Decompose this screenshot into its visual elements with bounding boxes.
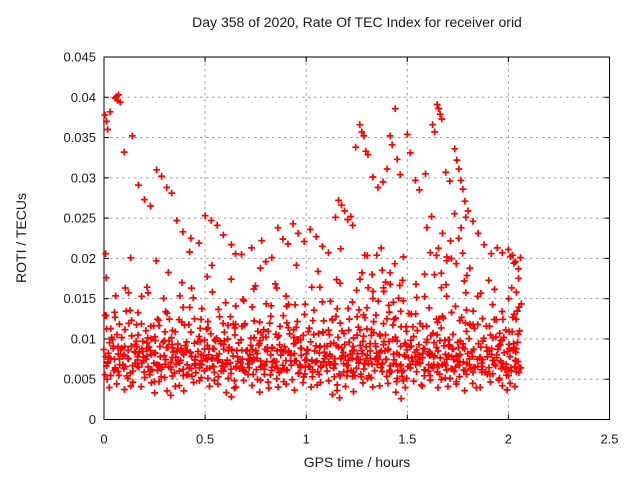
y-tick-label: 0.02 <box>71 251 96 266</box>
y-tick-label: 0.015 <box>63 291 96 306</box>
x-tick-label: 1.5 <box>398 432 416 447</box>
x-tick-label: 2 <box>505 432 512 447</box>
y-tick-label: 0.04 <box>71 90 96 105</box>
y-tick-label: 0.025 <box>63 211 96 226</box>
y-tick-label: 0.03 <box>71 170 96 185</box>
y-tick-label: 0.005 <box>63 372 96 387</box>
x-tick-label: 0 <box>100 432 107 447</box>
y-tick-label: 0.035 <box>63 130 96 145</box>
x-tick-label: 1 <box>303 432 310 447</box>
x-tick-label: 2.5 <box>600 432 618 447</box>
y-tick-label: 0.045 <box>63 50 96 65</box>
x-tick-label: 0.5 <box>196 432 214 447</box>
y-tick-label: 0.01 <box>71 331 96 346</box>
chart-title: Day 358 of 2020, Rate Of TEC Index for r… <box>192 14 522 30</box>
x-axis-label: GPS time / hours <box>303 454 411 470</box>
data-points <box>100 91 525 402</box>
y-tick-label: 0 <box>89 412 96 427</box>
plot-border <box>103 56 610 420</box>
